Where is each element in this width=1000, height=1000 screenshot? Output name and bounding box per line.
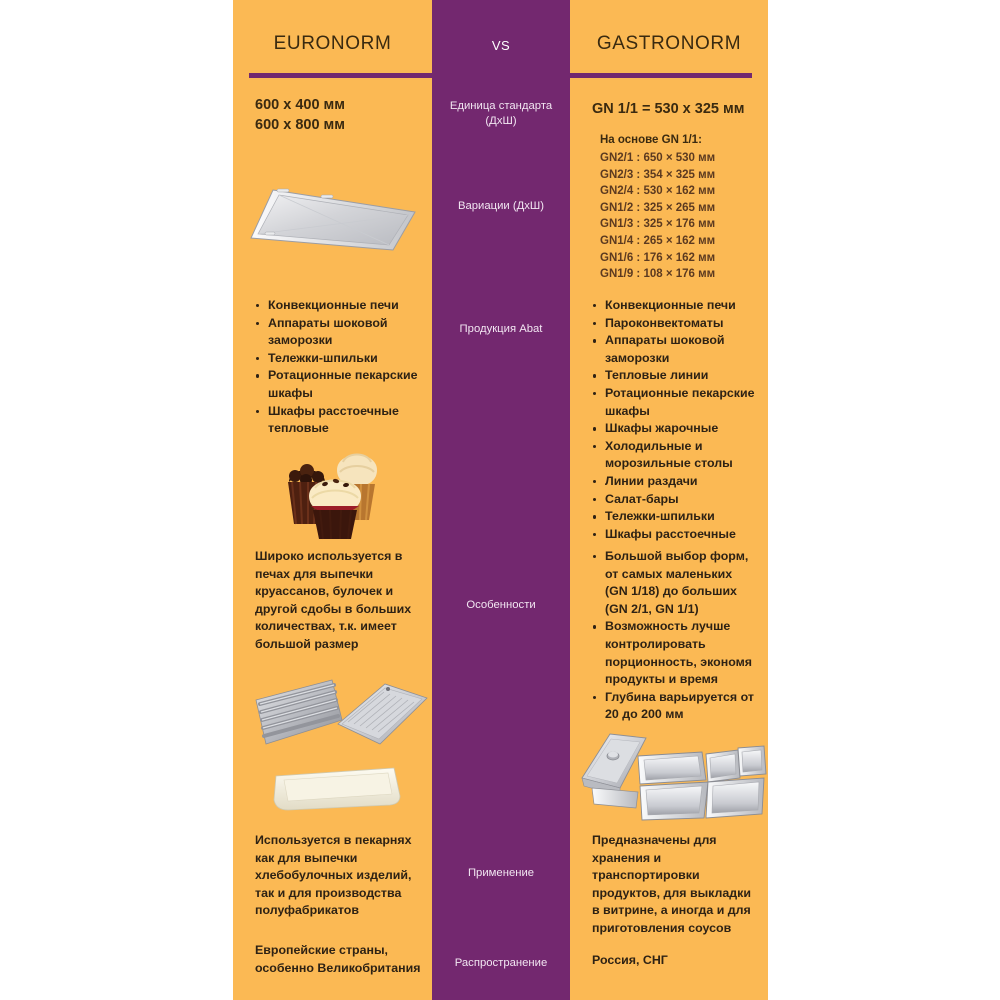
row-label-distribution: Распространение: [454, 957, 548, 969]
list-item: Возможность лучше контролировать порцион…: [592, 618, 758, 688]
row-label-unit-line1: Единица стандарта: [449, 100, 553, 112]
page-title-gastronorm: GASTRONORM: [596, 33, 742, 54]
gn-containers-icon: [581, 733, 767, 821]
list-item: Ротационные пекарские шкафы: [255, 367, 424, 402]
list-item: Шкафы расстоечные: [592, 526, 758, 544]
row-label-unit-line2: (ДхШ): [485, 115, 517, 127]
gastronorm-features-list: Большой выбор форм, от самых маленьких (…: [592, 548, 758, 724]
variation-item: GN2/4 : 530 × 162 мм: [600, 185, 716, 198]
list-item: Салат-бары: [592, 491, 758, 509]
variation-item: GN1/9 : 108 × 176 мм: [600, 268, 716, 281]
euronorm-unit-line-1: 600 x 400 мм: [255, 97, 345, 113]
comparison-board: EURONORM 600 x 400 мм 600 x 800 мм: [233, 0, 768, 1000]
row-label-application: Применение: [467, 867, 535, 879]
gastronorm-unit-size: GN 1/1 = 530 x 325 мм: [592, 101, 745, 117]
baking-tray-image: [243, 168, 433, 278]
column-gastronorm: GASTRONORM GN 1/1 = 530 x 325 мм На осно…: [570, 0, 768, 1000]
list-item: Конвекционные печи: [255, 297, 424, 315]
euronorm-product-list: Конвекционные печи Аппараты шоковой замо…: [255, 297, 424, 438]
variation-item: GN1/6 : 176 × 162 мм: [600, 251, 716, 264]
baguette-trays-image: [238, 668, 432, 814]
euronorm-application-text: Используется в пекарнях как для выпечки …: [255, 833, 412, 918]
list-item: Шкафы жарочные: [592, 420, 758, 438]
variation-item: GN1/4 : 265 × 162 мм: [600, 234, 716, 247]
euronorm-unit-sizes: 600 x 400 мм 600 x 800 мм: [255, 95, 424, 135]
euronorm-unit-line-2: 600 x 800 мм: [255, 117, 345, 133]
euronorm-header: EURONORM: [233, 0, 432, 88]
row-label-unit: Единица стандарта (ДхШ): [432, 99, 570, 129]
list-item: Тепловые линии: [592, 367, 758, 385]
list-item: Аппараты шоковой заморозки: [255, 315, 424, 350]
list-item: Шкафы расстоечные тепловые: [255, 403, 424, 438]
variation-item: GN1/2 : 325 × 265 мм: [600, 201, 716, 214]
variation-item: GN2/1 : 650 × 530 мм: [600, 152, 716, 164]
variations-heading: На основе GN 1/1:: [600, 134, 702, 146]
list-item: Пароконвектоматы: [592, 315, 758, 333]
euronorm-distribution-text: Европейские страны, особенно Великобрита…: [255, 943, 421, 975]
list-item: Большой выбор форм, от самых маленьких (…: [592, 548, 758, 618]
row-label-variations: Вариации (ДхШ): [457, 200, 545, 212]
page-title-euronorm: EURONORM: [273, 33, 392, 54]
list-item: Ротационные пекарские шкафы: [592, 385, 758, 420]
variation-item: GN2/3 : 354 × 325 мм: [600, 168, 716, 181]
list-item: Глубина варьируется от 20 до 200 мм: [592, 689, 758, 724]
cupcakes-icon: [288, 453, 377, 540]
baking-tray-icon: [250, 188, 416, 251]
list-item: Тележки-шпильки: [592, 508, 758, 526]
header-divider-left: [249, 73, 432, 78]
row-label-features: Особенности: [466, 599, 536, 611]
gastronorm-header: GASTRONORM: [570, 0, 768, 88]
gastronorm-distribution-text: Россия, СНГ: [592, 953, 668, 967]
row-label-products: Продукция Abat: [459, 323, 543, 335]
list-item: Тележки-шпильки: [255, 350, 424, 368]
column-euronorm: EURONORM 600 x 400 мм 600 x 800 мм: [233, 0, 432, 1000]
baguette-trays-icon: [255, 679, 428, 811]
list-item: Аппараты шоковой заморозки: [592, 332, 758, 367]
gn-containers-image: [572, 726, 768, 826]
list-item: Линии раздачи: [592, 473, 758, 491]
gastronorm-variations: На основе GN 1/1: GN2/1 : 650 × 530 мм G…: [600, 132, 760, 283]
column-center-labels: VS Единица стандарта (ДхШ) Вариации (ДхШ…: [432, 0, 570, 1000]
gastronorm-product-list: Конвекционные печи Пароконвектоматы Аппа…: [592, 297, 758, 543]
variation-item: GN1/3 : 325 × 176 мм: [600, 218, 716, 231]
cupcakes-image: [251, 440, 426, 540]
list-item: Конвекционные печи: [592, 297, 758, 315]
vs-label: VS: [491, 38, 511, 53]
euronorm-features-text: Широко используется в печах для выпечки …: [255, 549, 412, 651]
gastronorm-application-text: Предназначены для хранения и транспортир…: [592, 833, 751, 935]
list-item: Холодильные и морозильные столы: [592, 438, 758, 473]
header-divider-right: [570, 73, 752, 78]
